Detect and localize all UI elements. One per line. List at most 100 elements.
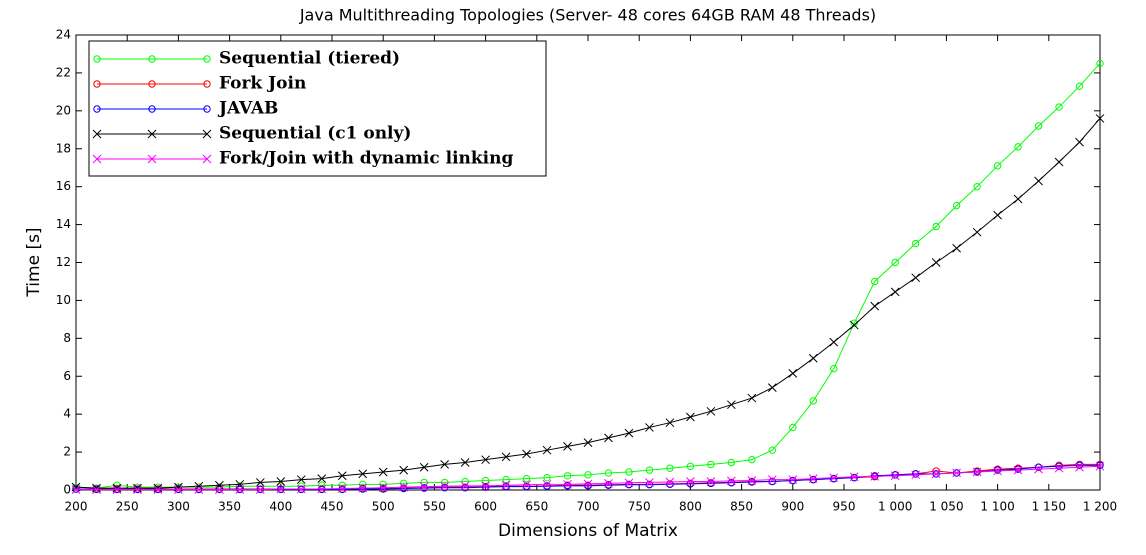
data-point <box>645 478 654 487</box>
data-point <box>1055 462 1063 471</box>
data-point <box>338 485 346 494</box>
data-point <box>419 482 429 491</box>
series-line <box>75 63 1101 489</box>
legend-marker <box>93 55 101 63</box>
legend-marker <box>202 129 212 139</box>
data-point <box>133 483 142 491</box>
y-tick-label: 16 <box>56 179 71 193</box>
data-point <box>112 485 122 494</box>
data-point <box>665 418 675 428</box>
data-point <box>174 485 183 494</box>
x-tick-label: 300 <box>167 500 190 514</box>
legend-label: Sequential (c1 only) <box>219 124 411 144</box>
data-point <box>543 482 551 490</box>
data-point <box>850 319 858 327</box>
data-point <box>522 480 531 490</box>
data-point <box>830 364 838 373</box>
y-tick-label: 0 <box>63 483 71 497</box>
data-point <box>727 479 736 487</box>
data-point <box>768 477 777 486</box>
y-tick-label: 10 <box>56 293 71 307</box>
data-point <box>870 471 880 481</box>
data-point <box>604 433 613 443</box>
data-point <box>542 479 552 489</box>
data-point <box>235 485 245 494</box>
y-tick-label: 6 <box>63 369 71 383</box>
data-point <box>748 478 756 486</box>
data-point <box>993 210 1002 220</box>
data-point <box>645 480 654 489</box>
data-point <box>1014 143 1022 151</box>
data-point <box>931 469 941 479</box>
x-tick-label: 550 <box>423 500 446 514</box>
data-point <box>92 483 101 493</box>
data-point <box>809 397 817 405</box>
legend-marker <box>92 129 102 139</box>
data-point <box>850 473 858 482</box>
data-point <box>890 471 900 481</box>
data-point <box>1075 137 1084 147</box>
x-tick-label: 800 <box>679 500 702 514</box>
legend-marker <box>147 129 157 139</box>
data-point <box>296 475 306 484</box>
data-point <box>276 477 286 486</box>
x-tick-label: 250 <box>116 500 139 514</box>
data-point <box>871 277 879 286</box>
data-point <box>747 476 757 485</box>
data-point <box>255 478 265 487</box>
legend-label: Fork/Join with dynamic linking <box>219 149 513 169</box>
data-point <box>337 471 347 481</box>
data-point <box>727 400 736 410</box>
data-point <box>1013 465 1023 475</box>
data-point <box>378 467 388 477</box>
data-point <box>337 484 347 493</box>
legend-marker <box>147 154 157 164</box>
data-point <box>645 423 654 432</box>
data-point <box>522 482 531 491</box>
data-point <box>420 478 428 487</box>
data-point <box>358 483 368 493</box>
data-point <box>788 475 798 484</box>
data-point <box>563 482 572 490</box>
data-point <box>870 301 880 311</box>
data-point <box>379 485 387 493</box>
data-point <box>72 485 80 493</box>
data-point <box>378 483 388 493</box>
data-point <box>194 485 204 494</box>
x-tick-label: 600 <box>474 500 497 514</box>
data-point <box>501 480 511 490</box>
legend-marker <box>93 80 101 88</box>
data-point <box>706 406 716 416</box>
data-point <box>215 483 224 491</box>
y-tick-label: 12 <box>56 255 71 269</box>
data-point <box>583 479 593 489</box>
data-point <box>666 464 674 472</box>
data-point <box>358 469 368 479</box>
data-point <box>891 471 899 479</box>
data-point <box>911 470 920 478</box>
data-point <box>789 476 797 485</box>
data-point <box>849 320 859 330</box>
data-point <box>584 471 592 479</box>
data-point <box>440 460 449 469</box>
data-point <box>460 458 470 467</box>
data-point <box>625 468 633 476</box>
x-axis-label: Dimensions of Matrix <box>498 521 678 541</box>
data-point <box>686 480 695 488</box>
data-point <box>399 484 408 493</box>
data-point <box>727 476 736 486</box>
legend-marker <box>148 80 156 88</box>
data-point <box>604 469 613 477</box>
data-point <box>502 482 510 491</box>
legend-marker <box>93 105 101 113</box>
x-tick-label: 650 <box>525 500 548 514</box>
x-tick-label: 750 <box>628 500 651 514</box>
legend-marker <box>202 154 212 164</box>
data-point <box>276 484 286 494</box>
data-point <box>993 466 1002 476</box>
y-tick-label: 4 <box>63 407 71 421</box>
data-point <box>481 483 490 491</box>
data-point <box>563 442 572 451</box>
data-point <box>399 465 409 475</box>
